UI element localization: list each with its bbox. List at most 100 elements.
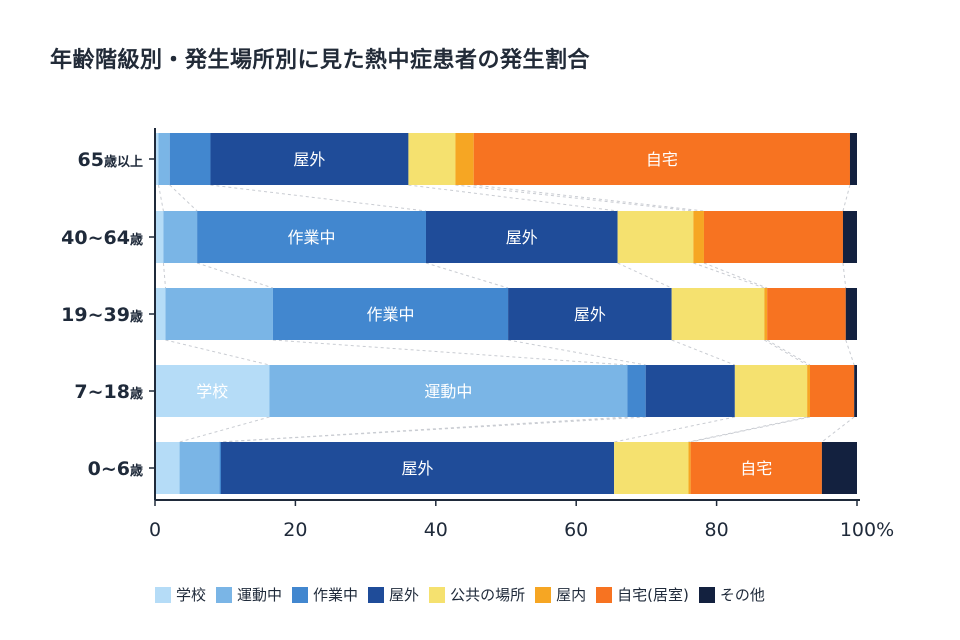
category-label: 40~64歳 bbox=[61, 227, 143, 249]
connector-line bbox=[617, 262, 672, 289]
bar-segment bbox=[269, 365, 628, 417]
connector-line bbox=[821, 416, 855, 443]
bar-segment bbox=[155, 288, 166, 340]
bar-segment bbox=[155, 211, 164, 263]
connector-line bbox=[220, 416, 646, 443]
legend-label: 運動中 bbox=[237, 586, 283, 604]
connector-line bbox=[671, 339, 736, 366]
bar-segment bbox=[408, 133, 456, 185]
connector-line bbox=[614, 416, 735, 443]
category-label: 0~6歳 bbox=[88, 458, 143, 480]
legend-label: 自宅(居室) bbox=[617, 586, 689, 604]
category-label: 7~18歳 bbox=[74, 381, 143, 403]
bar-segment bbox=[210, 133, 409, 185]
bar-segment bbox=[508, 288, 672, 340]
category-labels: 65歳以上 40~64歳 19~39歳 7~18歳 0~6歳 bbox=[61, 149, 143, 480]
bar-segment bbox=[821, 442, 857, 494]
bar-segment bbox=[155, 365, 270, 417]
bar-segment bbox=[165, 288, 273, 340]
segment-label: 学校 bbox=[196, 382, 228, 401]
connector-line bbox=[688, 416, 808, 443]
legend-label: 屋外 bbox=[389, 586, 420, 604]
x-tick-label: 100% bbox=[840, 519, 894, 541]
bar-segment bbox=[688, 442, 691, 494]
x-tick-label: 60 bbox=[564, 519, 588, 541]
connector-line bbox=[408, 184, 618, 212]
bar-segment bbox=[627, 365, 646, 417]
segment-label: 運動中 bbox=[424, 382, 472, 401]
legend-item: その他 bbox=[698, 584, 765, 605]
bar-segment bbox=[734, 365, 808, 417]
segment-label: 屋外 bbox=[402, 459, 434, 478]
legend-label: 作業中 bbox=[313, 586, 359, 604]
bar-segment bbox=[703, 211, 843, 263]
bar-segment bbox=[671, 288, 765, 340]
segment-label: 屋外 bbox=[506, 228, 538, 247]
bar-segment bbox=[158, 133, 170, 185]
bar-segment bbox=[179, 442, 220, 494]
bar-segment bbox=[845, 288, 857, 340]
segment-label: 自宅 bbox=[740, 459, 772, 478]
x-tick-label: 80 bbox=[705, 519, 729, 541]
connector-line bbox=[508, 339, 646, 366]
legend-item: 作業中 bbox=[292, 584, 358, 605]
bar-segment bbox=[645, 365, 735, 417]
bar-segment bbox=[764, 288, 768, 340]
connector-line bbox=[210, 184, 427, 212]
connector-lines bbox=[158, 184, 855, 443]
connector-line bbox=[196, 262, 274, 289]
connector-line bbox=[455, 184, 694, 212]
bar-segment bbox=[617, 211, 694, 263]
category-label: 65歳以上 bbox=[78, 149, 143, 171]
segment-label: 作業中 bbox=[367, 305, 415, 324]
bar-segment bbox=[272, 288, 509, 340]
bar-segment bbox=[614, 442, 689, 494]
legend: 学校 運動中 作業中 屋外 公共の場所 屋内 自宅(居室) その他 bbox=[155, 584, 765, 605]
connector-line bbox=[219, 416, 628, 443]
bar-segment bbox=[425, 211, 618, 263]
bar-segment bbox=[809, 365, 855, 417]
legend-item: 学校 bbox=[155, 584, 206, 605]
legend-label: その他 bbox=[719, 586, 765, 604]
bar-segment bbox=[767, 288, 846, 340]
connector-line bbox=[845, 339, 855, 366]
connector-line bbox=[703, 262, 768, 289]
bar-segment bbox=[693, 211, 704, 263]
bar-segment bbox=[690, 442, 822, 494]
connector-line bbox=[165, 339, 270, 366]
legend-swatch bbox=[155, 586, 171, 603]
bar-segment bbox=[473, 133, 850, 185]
legend-item: 屋外 bbox=[368, 584, 419, 605]
axes-group bbox=[149, 128, 860, 506]
connector-line bbox=[473, 184, 705, 212]
legend-swatch bbox=[698, 586, 715, 603]
connector-line bbox=[764, 339, 808, 366]
bar-segment bbox=[169, 133, 211, 185]
legend-item: 公共の場所 bbox=[429, 584, 525, 605]
legend-item: 自宅(居室) bbox=[596, 584, 689, 605]
legend-item: 屋内 bbox=[535, 584, 586, 605]
connector-line bbox=[272, 339, 628, 366]
x-tick-label: 40 bbox=[424, 519, 448, 541]
segment-label: 屋外 bbox=[293, 150, 325, 169]
chart-title: 年齢階級別・発生場所別に見た熱中症患者の発生割合 bbox=[50, 48, 591, 73]
legend-swatch bbox=[429, 586, 446, 603]
bar-segment bbox=[807, 365, 810, 417]
category-label: 19~39歳 bbox=[61, 304, 143, 326]
bar-segment bbox=[155, 442, 180, 494]
legend-label: 公共の場所 bbox=[450, 586, 526, 604]
legend-label: 学校 bbox=[176, 586, 207, 604]
connector-line bbox=[158, 184, 164, 212]
legend-swatch bbox=[535, 586, 552, 603]
segment-label: 作業中 bbox=[288, 228, 336, 247]
bar-segment bbox=[854, 365, 857, 417]
connector-line bbox=[169, 184, 198, 212]
legend-swatch bbox=[292, 586, 309, 603]
bar-segment bbox=[849, 133, 857, 185]
connector-line bbox=[842, 262, 847, 289]
connector-line bbox=[842, 184, 851, 212]
connector-line bbox=[766, 339, 811, 366]
legend-item: 運動中 bbox=[216, 584, 282, 605]
segment-label: 屋外 bbox=[574, 305, 606, 324]
